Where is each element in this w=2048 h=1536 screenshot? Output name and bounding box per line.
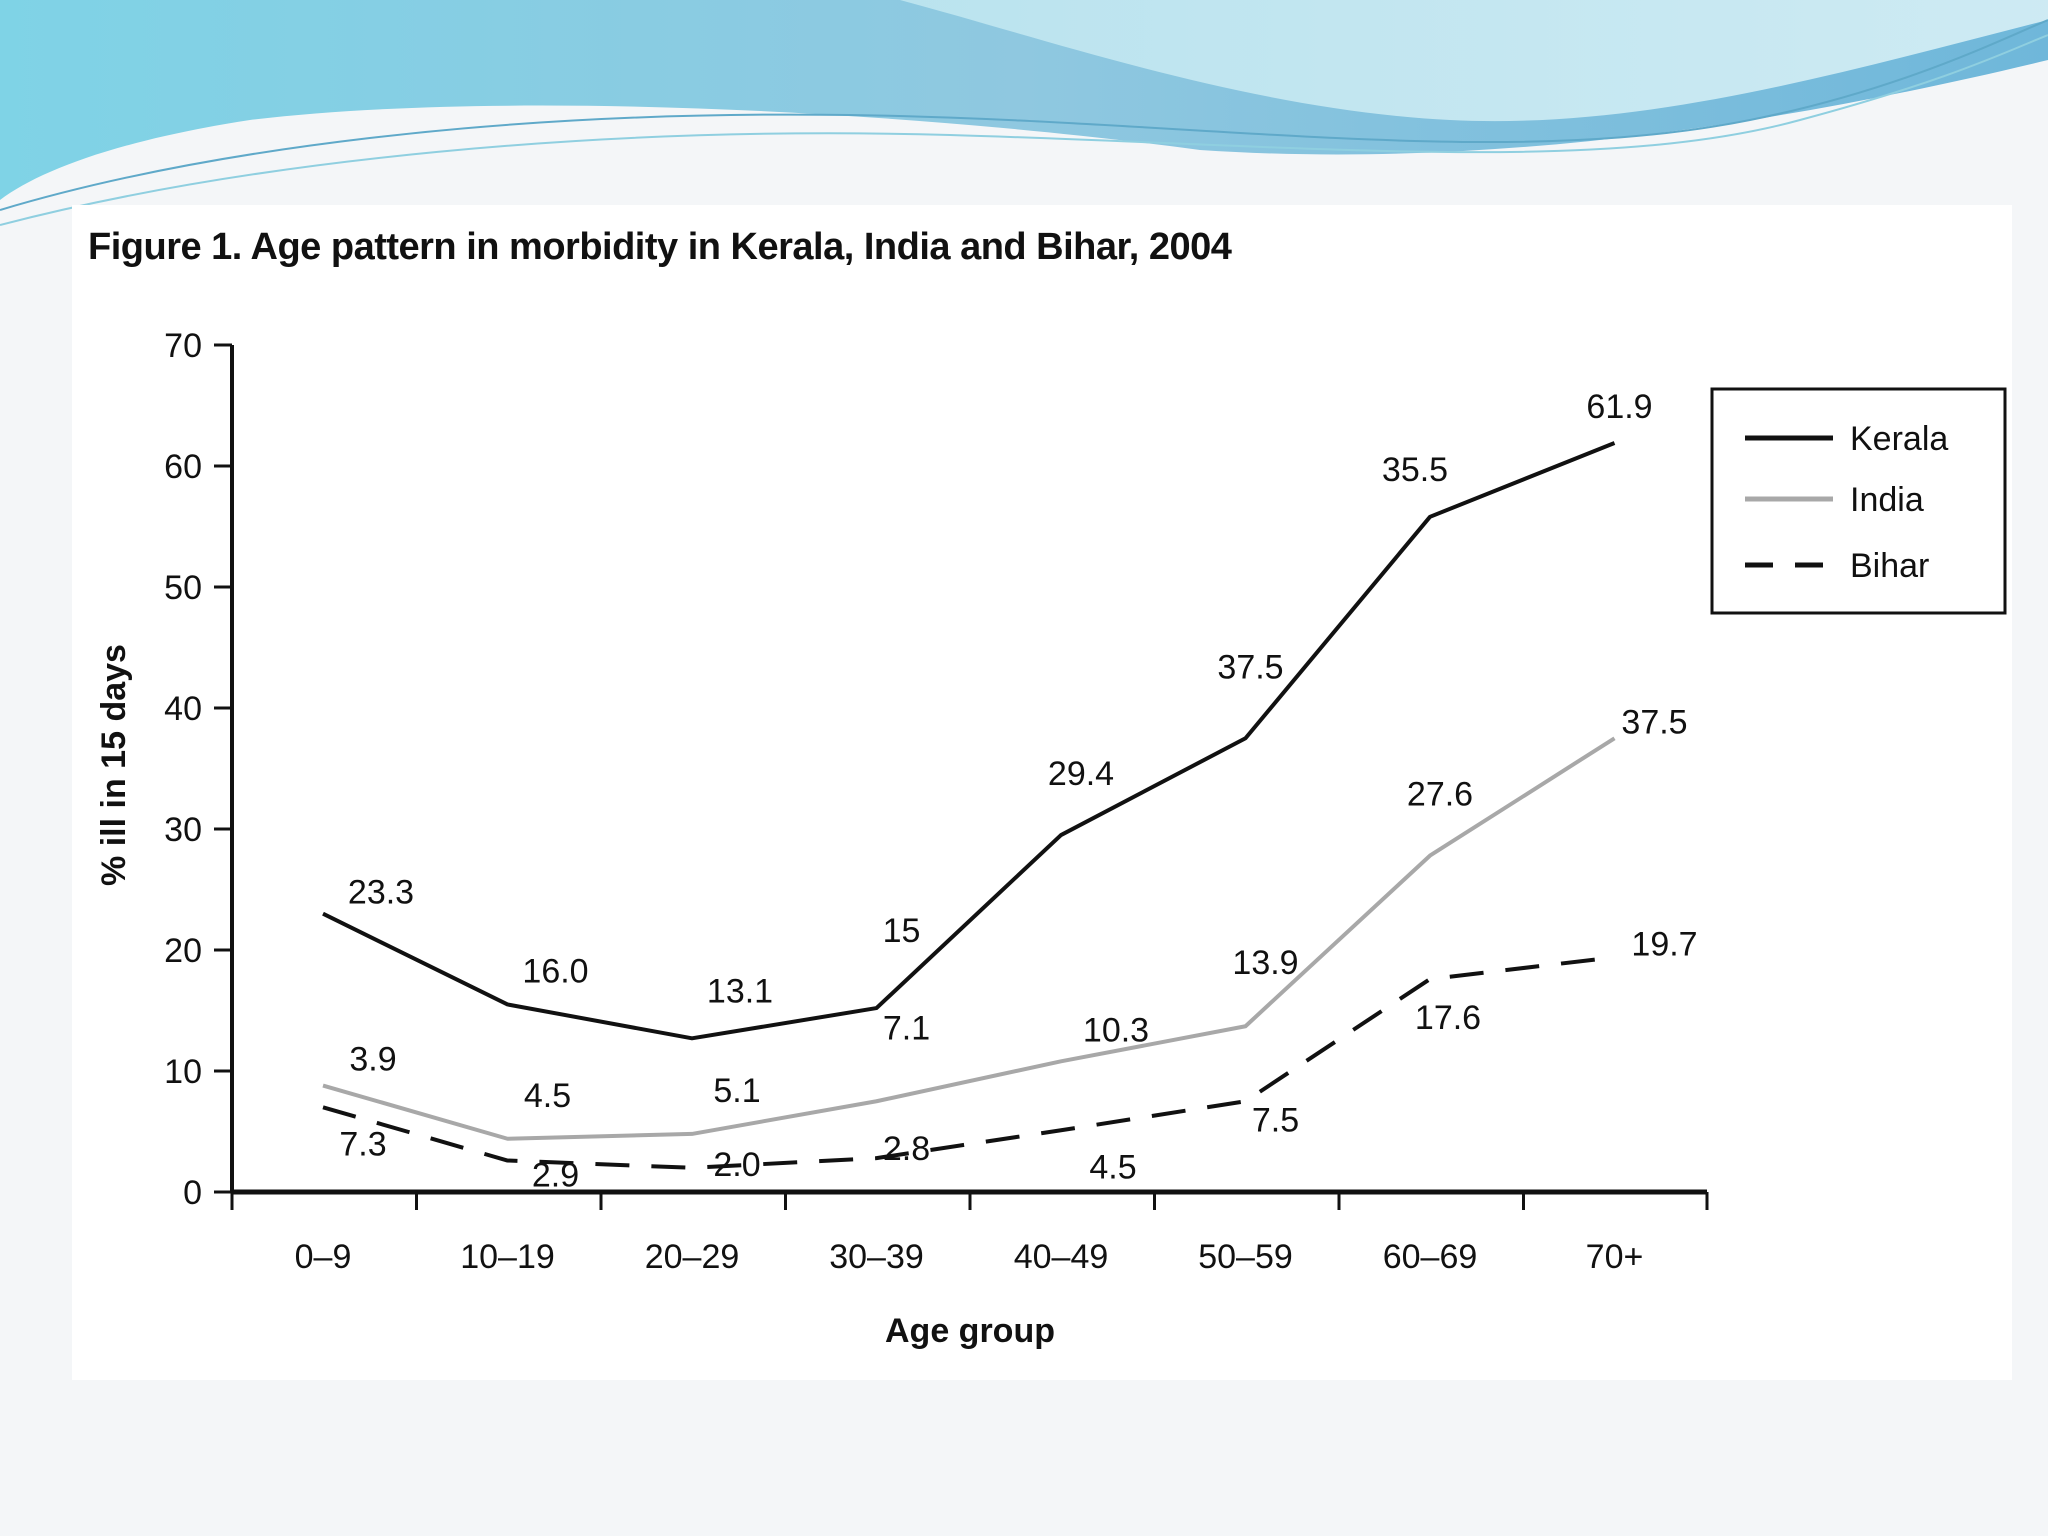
chart-title: Figure 1. Age pattern in morbidity in Ke… — [88, 226, 1232, 268]
chart-panel — [72, 205, 2012, 1380]
slide-header-wave — [0, 0, 2048, 226]
x-tick-label: 0–9 — [295, 1238, 352, 1276]
data-label-kerala: 16.0 — [522, 952, 588, 990]
y-tick-label: 0 — [183, 1174, 202, 1212]
x-tick-label: 20–29 — [645, 1238, 740, 1276]
chart-legend: Kerala India Bihar — [1710, 387, 2007, 615]
data-label-bihar: 2.9 — [532, 1157, 579, 1195]
legend-label-kerala: Kerala — [1850, 420, 1948, 458]
data-label-india: 7.1 — [883, 1009, 930, 1047]
data-label-bihar: 2.8 — [883, 1130, 930, 1168]
chart-data-labels: 23.3 16.0 13.1 15 29.4 37.5 35.5 61.9 3.9 4.5 5.1 7… — [339, 388, 1697, 1195]
chart-series — [322, 441, 1616, 1170]
data-label-india: 37.5 — [1621, 703, 1687, 741]
series-line-kerala — [322, 441, 1616, 1041]
y-tick-label: 40 — [164, 690, 202, 728]
data-label-bihar: 2.0 — [713, 1146, 760, 1184]
data-label-india: 4.5 — [524, 1077, 571, 1115]
legend-label-bihar: Bihar — [1850, 547, 1929, 585]
data-label-kerala: 35.5 — [1382, 451, 1448, 489]
data-label-india: 10.3 — [1083, 1011, 1149, 1049]
data-label-bihar: 7.3 — [339, 1125, 386, 1163]
x-tick-label: 60–69 — [1383, 1238, 1478, 1276]
y-tick-label: 10 — [164, 1053, 202, 1091]
data-label-kerala: 61.9 — [1586, 388, 1652, 426]
data-label-kerala: 29.4 — [1048, 755, 1114, 793]
x-tick-label: 10–19 — [460, 1238, 555, 1276]
x-tick-label: 50–59 — [1198, 1238, 1293, 1276]
x-axis-title: Age group — [885, 1312, 1055, 1350]
data-label-india: 5.1 — [713, 1072, 760, 1110]
series-line-india — [322, 736, 1616, 1141]
data-label-kerala: 15 — [883, 912, 921, 950]
y-tick-label: 30 — [164, 811, 202, 849]
legend-label-india: India — [1850, 481, 1924, 519]
y-tick-label: 20 — [164, 932, 202, 970]
data-label-kerala: 37.5 — [1217, 648, 1283, 686]
x-tick-label: 70+ — [1586, 1238, 1644, 1276]
data-label-india: 27.6 — [1407, 776, 1473, 814]
series-line-bihar — [322, 955, 1615, 1170]
y-axis-title: % ill in 15 days — [95, 644, 133, 886]
x-tick-label: 30–39 — [829, 1238, 924, 1276]
data-label-india: 13.9 — [1232, 944, 1298, 982]
data-label-bihar: 7.5 — [1252, 1101, 1299, 1139]
x-tick-label: 40–49 — [1014, 1238, 1109, 1276]
data-label-bihar: 17.6 — [1415, 999, 1481, 1037]
chart-axes: 0 10 20 30 40 50 60 70 0–9 10–19 20–29 30–39 40–49 50… — [95, 327, 1709, 1350]
data-label-kerala: 13.1 — [707, 972, 773, 1010]
y-tick-label: 50 — [164, 569, 202, 607]
y-tick-label: 60 — [164, 448, 202, 486]
data-label-bihar: 19.7 — [1631, 925, 1697, 963]
data-label-india: 3.9 — [349, 1041, 396, 1079]
data-label-bihar: 4.5 — [1089, 1148, 1136, 1186]
y-tick-label: 70 — [164, 327, 202, 365]
data-label-kerala: 23.3 — [348, 874, 414, 912]
